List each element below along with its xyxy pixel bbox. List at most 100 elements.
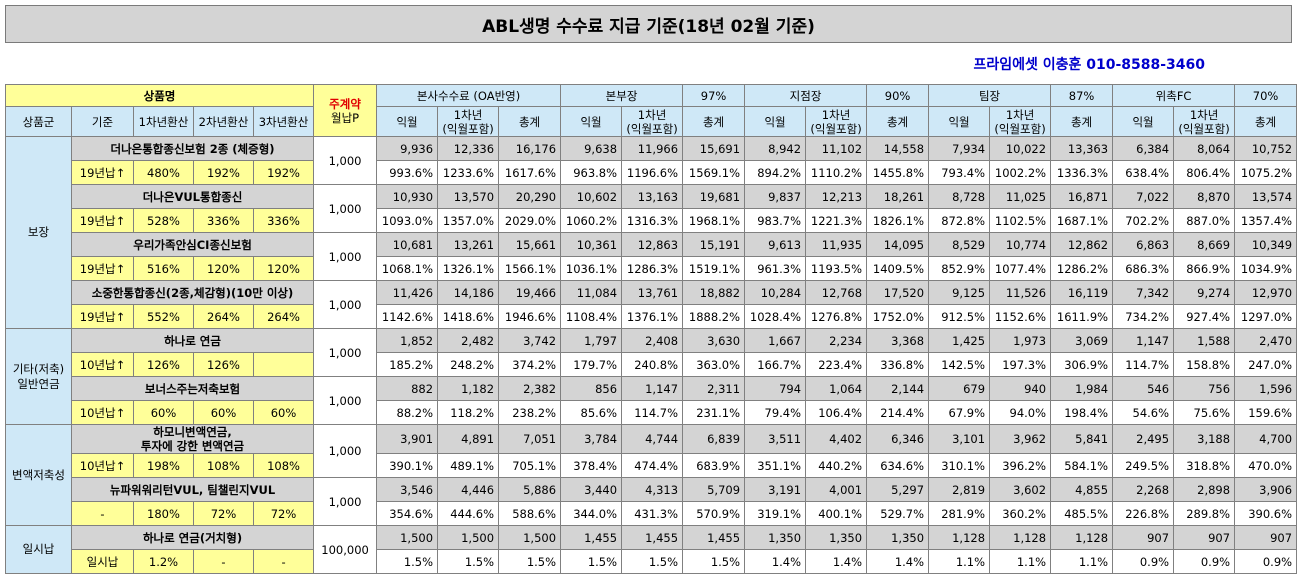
header-month-4: 익월 (1112, 106, 1175, 137)
amount-cell: 1,984 (1050, 376, 1114, 401)
rate-cell: 1357.0% (437, 208, 500, 233)
amount-cell: 1,350 (744, 525, 807, 550)
header-y1-incl-4: 1차년 (익월포함) (1173, 106, 1236, 137)
product-name: 더나은VUL통합종신 (70, 184, 315, 209)
amount-cell: 2,408 (621, 328, 684, 353)
rate-cell: 993.6% (376, 160, 439, 185)
amount-cell: 10,602 (560, 184, 623, 209)
amount-cell: 2,311 (682, 376, 746, 401)
rate-cell: 1.5% (560, 549, 623, 574)
rate-cell: 1376.1% (621, 304, 684, 329)
rate-cell: 1.5% (437, 549, 500, 574)
monthly-premium: 1,000 (313, 232, 378, 281)
amount-cell: 882 (376, 376, 439, 401)
amount-cell: 3,191 (744, 477, 807, 502)
rate-cell: 1193.5% (805, 256, 868, 281)
rate-cell: 1968.1% (682, 208, 746, 233)
rate-cell: 1.5% (621, 549, 684, 574)
amount-cell: 3,368 (866, 328, 930, 353)
y3-rate: 264% (252, 304, 315, 329)
product-name: 하나로 연금 (70, 328, 315, 353)
amount-cell: 10,022 (989, 136, 1052, 161)
y1-rate: 198% (133, 453, 194, 478)
criteria-cell: 19년납↑ (71, 208, 134, 233)
amount-cell: 12,213 (805, 184, 868, 209)
rate-cell: 894.2% (744, 160, 807, 185)
rate-cell: 85.6% (560, 400, 623, 425)
rate-cell: 683.9% (682, 453, 746, 478)
rate-cell: 1276.8% (805, 304, 868, 329)
rate-cell: 54.6% (1112, 400, 1175, 425)
amount-cell: 13,363 (1050, 136, 1114, 161)
rate-cell: 705.1% (498, 453, 562, 478)
amount-cell: 11,084 (560, 280, 623, 305)
product-rate-row: -180% 72% 72% 354.6% 444.6% 588.6% 344.0% 431.3… (6, 501, 1297, 526)
rate-cell: 1221.3% (805, 208, 868, 233)
product-row: 뉴파워워리턴VUL, 팀챌린지VUL 1,000 3,546 4,446 5,886 3,… (6, 477, 1297, 526)
rate-cell: 1569.1% (682, 160, 746, 185)
header-main-contract: 주계약 월납P (313, 84, 378, 137)
monthly-premium: 1,000 (313, 424, 378, 478)
amount-cell: 1,455 (621, 525, 684, 550)
y2-rate: 192% (193, 160, 254, 185)
rate-cell: 1297.0% (1234, 304, 1297, 329)
rate-cell: 1075.2% (1234, 160, 1297, 185)
rate-cell: 351.1% (744, 453, 807, 478)
product-row: 기타(저축) 일반연금 하나로 연금 1,000 1,852 2,482 3,742 1,79… (5, 328, 1297, 425)
rate-cell: 336.8% (866, 352, 930, 377)
rate-cell: 588.6% (498, 501, 562, 526)
y2-rate: 264% (193, 304, 254, 329)
rate-cell: 1060.2% (560, 208, 623, 233)
rate-cell: 961.3% (744, 256, 807, 281)
rate-cell: 1286.3% (621, 256, 684, 281)
rate-cell: 318.8% (1173, 453, 1236, 478)
rate-cell: 1611.9% (1050, 304, 1114, 329)
commission-table: 상품명 주계약 월납P 본사수수료 (OA반영) 본부장 97% 지점장 90% 팀장 87% 위촉… (4, 84, 1297, 574)
amount-cell: 1,425 (928, 328, 991, 353)
product-rate-row: 10년납↑ 126% 126% 185.2% 248.2% 374.2% 179.7% 240… (6, 352, 1297, 377)
monthly-premium: 1,000 (313, 376, 378, 425)
amount-cell: 5,886 (498, 477, 562, 502)
amount-cell: 13,163 (621, 184, 684, 209)
product-name: 하나로 연금(거치형) (70, 525, 315, 550)
rate-cell: 374.2% (498, 352, 562, 377)
amount-cell: 3,546 (376, 477, 439, 502)
rate-cell: 927.4% (1173, 304, 1236, 329)
product-row: 변액저축성 하모니변액연금, 투자에 강한 변액연금 1,000 3,901 4,891 7… (5, 424, 1297, 526)
y3-rate: 60% (252, 400, 315, 425)
header-y1-incl-0: 1차년 (익월포함) (437, 106, 500, 137)
rate-cell: 319.1% (744, 501, 807, 526)
amount-cell: 3,962 (989, 424, 1052, 454)
amount-cell: 1,500 (498, 525, 562, 550)
rate-cell: 310.1% (928, 453, 991, 478)
amount-cell: 3,602 (989, 477, 1052, 502)
y3-rate: 120% (252, 256, 315, 281)
amount-cell: 2,898 (1173, 477, 1236, 502)
rate-cell: 872.8% (928, 208, 991, 233)
product-row: 더나은VUL통합종신 1,000 10,930 13,570 20,290 10,602 1… (6, 184, 1297, 233)
rate-cell: 1108.4% (560, 304, 623, 329)
amount-cell: 1,128 (928, 525, 991, 550)
y2-rate: 60% (193, 400, 254, 425)
amount-cell: 1,182 (437, 376, 500, 401)
rate-cell: 1.4% (744, 549, 807, 574)
rate-cell: 400.1% (805, 501, 868, 526)
amount-cell: 16,176 (498, 136, 562, 161)
header-month-1: 익월 (560, 106, 623, 137)
rate-cell: 1888.2% (682, 304, 746, 329)
rate-cell: 638.4% (1112, 160, 1175, 185)
amount-cell: 6,346 (866, 424, 930, 454)
rate-cell: 247.0% (1234, 352, 1297, 377)
y1-rate: 516% (133, 256, 194, 281)
monthly-premium: 100,000 (313, 525, 378, 574)
amount-cell: 6,839 (682, 424, 746, 454)
header-section-3: 팀장 (928, 84, 1052, 107)
amount-cell: 4,744 (621, 424, 684, 454)
monthly-premium: 1,000 (313, 328, 378, 377)
rate-cell: 344.0% (560, 501, 623, 526)
amount-cell: 11,966 (621, 136, 684, 161)
amount-cell: 5,709 (682, 477, 746, 502)
y3-rate (252, 352, 315, 377)
product-rate-row: 19년납↑ 516% 120% 120% 1068.1% 1326.1% 1566.1% 10… (6, 256, 1297, 281)
amount-cell: 14,558 (866, 136, 930, 161)
